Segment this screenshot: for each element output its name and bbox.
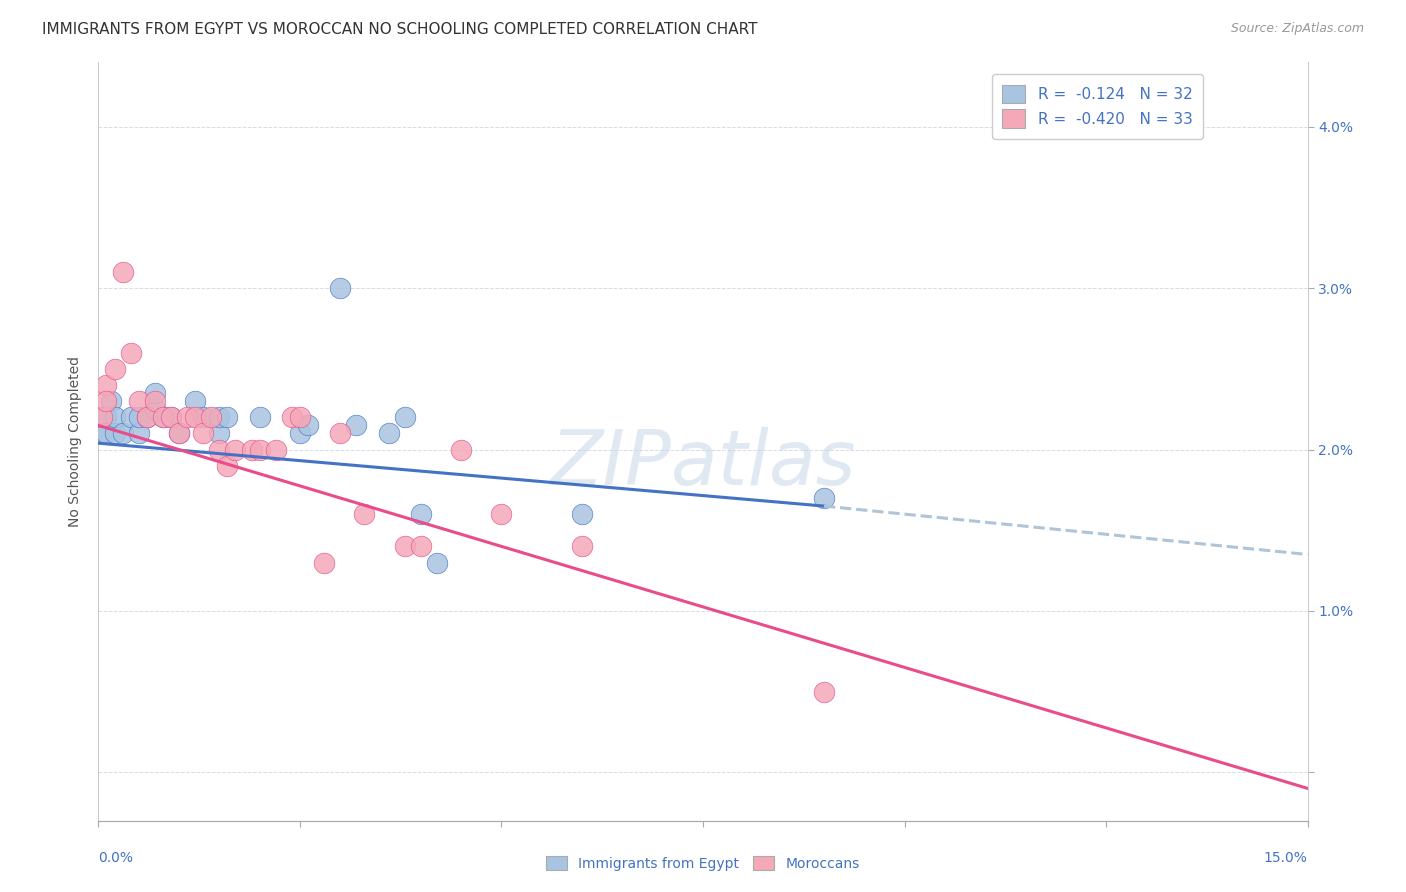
Point — [184, 410, 207, 425]
Point — [200, 410, 222, 425]
Point — [208, 426, 231, 441]
Point — [288, 426, 311, 441]
Point — [152, 410, 174, 425]
Point — [143, 402, 166, 417]
Point — [288, 410, 311, 425]
Point — [128, 410, 150, 425]
Text: 15.0%: 15.0% — [1264, 851, 1308, 865]
Point — [264, 442, 287, 457]
Point — [160, 410, 183, 425]
Point — [167, 426, 190, 441]
Point — [394, 410, 416, 425]
Point — [96, 426, 118, 441]
Point — [111, 265, 134, 279]
Point — [96, 394, 118, 409]
Point — [100, 394, 122, 409]
Legend: Immigrants from Egypt, Moroccans: Immigrants from Egypt, Moroccans — [541, 850, 865, 876]
Point — [167, 426, 190, 441]
Point — [329, 281, 352, 295]
Point — [176, 410, 198, 425]
Point — [103, 362, 125, 376]
Point — [143, 394, 166, 409]
Point — [96, 378, 118, 392]
Point — [224, 442, 246, 457]
Point — [128, 394, 150, 409]
Point — [571, 507, 593, 521]
Point — [377, 426, 399, 441]
Point — [813, 491, 835, 505]
Point — [135, 410, 157, 425]
Point — [491, 507, 513, 521]
Point — [96, 410, 118, 425]
Point — [394, 540, 416, 554]
Point — [314, 556, 336, 570]
Point — [111, 426, 134, 441]
Point — [217, 410, 239, 425]
Point — [409, 540, 432, 554]
Point — [103, 426, 125, 441]
Point — [160, 410, 183, 425]
Point — [240, 442, 263, 457]
Point — [120, 346, 142, 360]
Point — [217, 458, 239, 473]
Text: IMMIGRANTS FROM EGYPT VS MOROCCAN NO SCHOOLING COMPLETED CORRELATION CHART: IMMIGRANTS FROM EGYPT VS MOROCCAN NO SCH… — [42, 22, 758, 37]
Point — [120, 410, 142, 425]
Point — [813, 684, 835, 698]
Point — [103, 410, 125, 425]
Point — [193, 410, 215, 425]
Point — [128, 426, 150, 441]
Text: Source: ZipAtlas.com: Source: ZipAtlas.com — [1230, 22, 1364, 36]
Legend: R =  -0.124   N = 32, R =  -0.420   N = 33: R = -0.124 N = 32, R = -0.420 N = 33 — [991, 74, 1204, 138]
Point — [281, 410, 304, 425]
Point — [193, 426, 215, 441]
Point — [143, 386, 166, 401]
Point — [344, 418, 367, 433]
Point — [426, 556, 449, 570]
Point — [353, 507, 375, 521]
Point — [450, 442, 472, 457]
Y-axis label: No Schooling Completed: No Schooling Completed — [69, 356, 83, 527]
Point — [152, 410, 174, 425]
Point — [91, 410, 114, 425]
Point — [409, 507, 432, 521]
Point — [297, 418, 319, 433]
Text: ZIPatlas: ZIPatlas — [550, 427, 856, 501]
Point — [208, 442, 231, 457]
Text: 0.0%: 0.0% — [98, 851, 134, 865]
Point — [249, 410, 271, 425]
Point — [208, 410, 231, 425]
Point — [249, 442, 271, 457]
Point — [135, 410, 157, 425]
Point — [571, 540, 593, 554]
Point — [329, 426, 352, 441]
Point — [91, 426, 114, 441]
Point — [184, 394, 207, 409]
